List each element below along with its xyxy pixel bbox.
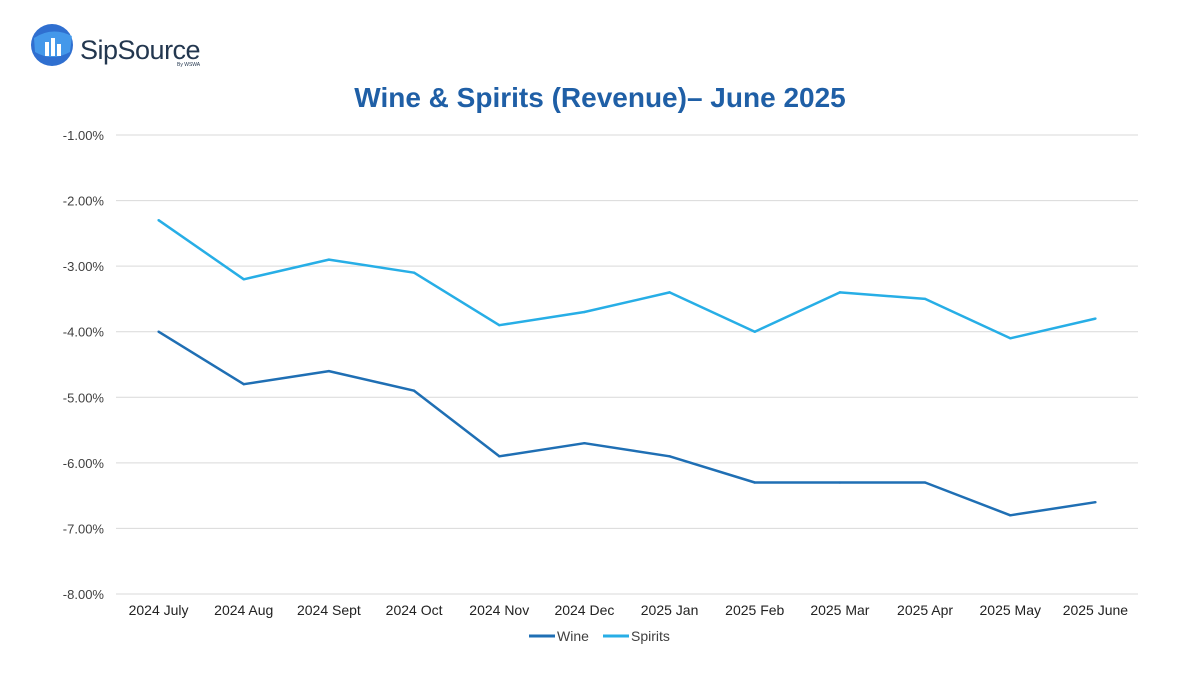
x-tick-label: 2025 June: [1063, 602, 1129, 618]
series-line-spirits: [157, 219, 1096, 340]
y-tick-label: -1.00%: [63, 128, 105, 143]
x-tick-label: 2024 July: [129, 602, 189, 618]
y-tick-label: -7.00%: [63, 521, 105, 536]
y-tick-label: -8.00%: [63, 587, 105, 602]
x-tick-label: 2025 Mar: [810, 602, 869, 618]
data-point-spirits: [923, 297, 927, 301]
logo-subtext: By WSWA: [177, 62, 201, 68]
data-point-spirits: [412, 271, 416, 274]
data-point-wine: [242, 382, 245, 386]
legend-label-spirits: Spirits: [631, 628, 670, 644]
chart-title: Wine & Spirits (Revenue)– June 2025: [354, 82, 846, 113]
data-point-wine: [327, 369, 331, 373]
x-tick-label: 2024 Aug: [214, 602, 273, 618]
logo-text: SipSource: [80, 35, 201, 65]
data-point-wine: [412, 389, 416, 392]
data-point-wine: [1094, 501, 1097, 504]
y-tick-label: -6.00%: [63, 456, 105, 471]
x-tick-label: 2025 May: [980, 602, 1041, 618]
data-point-spirits: [157, 219, 160, 222]
x-tick-label: 2024 Sept: [297, 602, 361, 618]
data-point-spirits: [583, 310, 586, 314]
data-point-spirits: [668, 291, 671, 294]
x-tick-label: 2024 Nov: [469, 602, 529, 618]
data-point-wine: [157, 330, 160, 333]
y-tick-label: -3.00%: [63, 259, 105, 274]
data-point-wine: [668, 455, 671, 458]
data-point-wine: [1009, 514, 1012, 517]
data-point-wine: [583, 441, 586, 445]
data-point-spirits: [498, 323, 501, 327]
data-point-wine: [838, 481, 842, 484]
y-tick-label: -4.00%: [63, 325, 105, 340]
data-point-wine: [753, 481, 756, 484]
x-tick-label: 2025 Apr: [897, 602, 953, 618]
data-point-spirits: [1009, 337, 1012, 340]
logo-icon: [31, 24, 73, 66]
data-point-spirits: [838, 291, 842, 294]
y-tick-label: -5.00%: [63, 390, 105, 405]
data-point-spirits: [1094, 317, 1097, 320]
data-point-wine: [923, 481, 927, 484]
x-tick-label: 2024 Oct: [386, 602, 443, 618]
y-tick-label: -2.00%: [63, 194, 105, 209]
data-point-spirits: [753, 330, 756, 333]
x-tick-label: 2025 Jan: [641, 602, 699, 618]
data-point-spirits: [327, 258, 331, 261]
series-line-wine: [157, 330, 1096, 517]
legend-label-wine: Wine: [557, 628, 589, 644]
sipsource-logo: SipSource By WSWA: [30, 22, 230, 72]
x-tick-label: 2025 Feb: [725, 602, 784, 618]
data-point-spirits: [242, 278, 245, 281]
x-tick-label: 2024 Dec: [554, 602, 614, 618]
data-point-wine: [498, 455, 501, 458]
